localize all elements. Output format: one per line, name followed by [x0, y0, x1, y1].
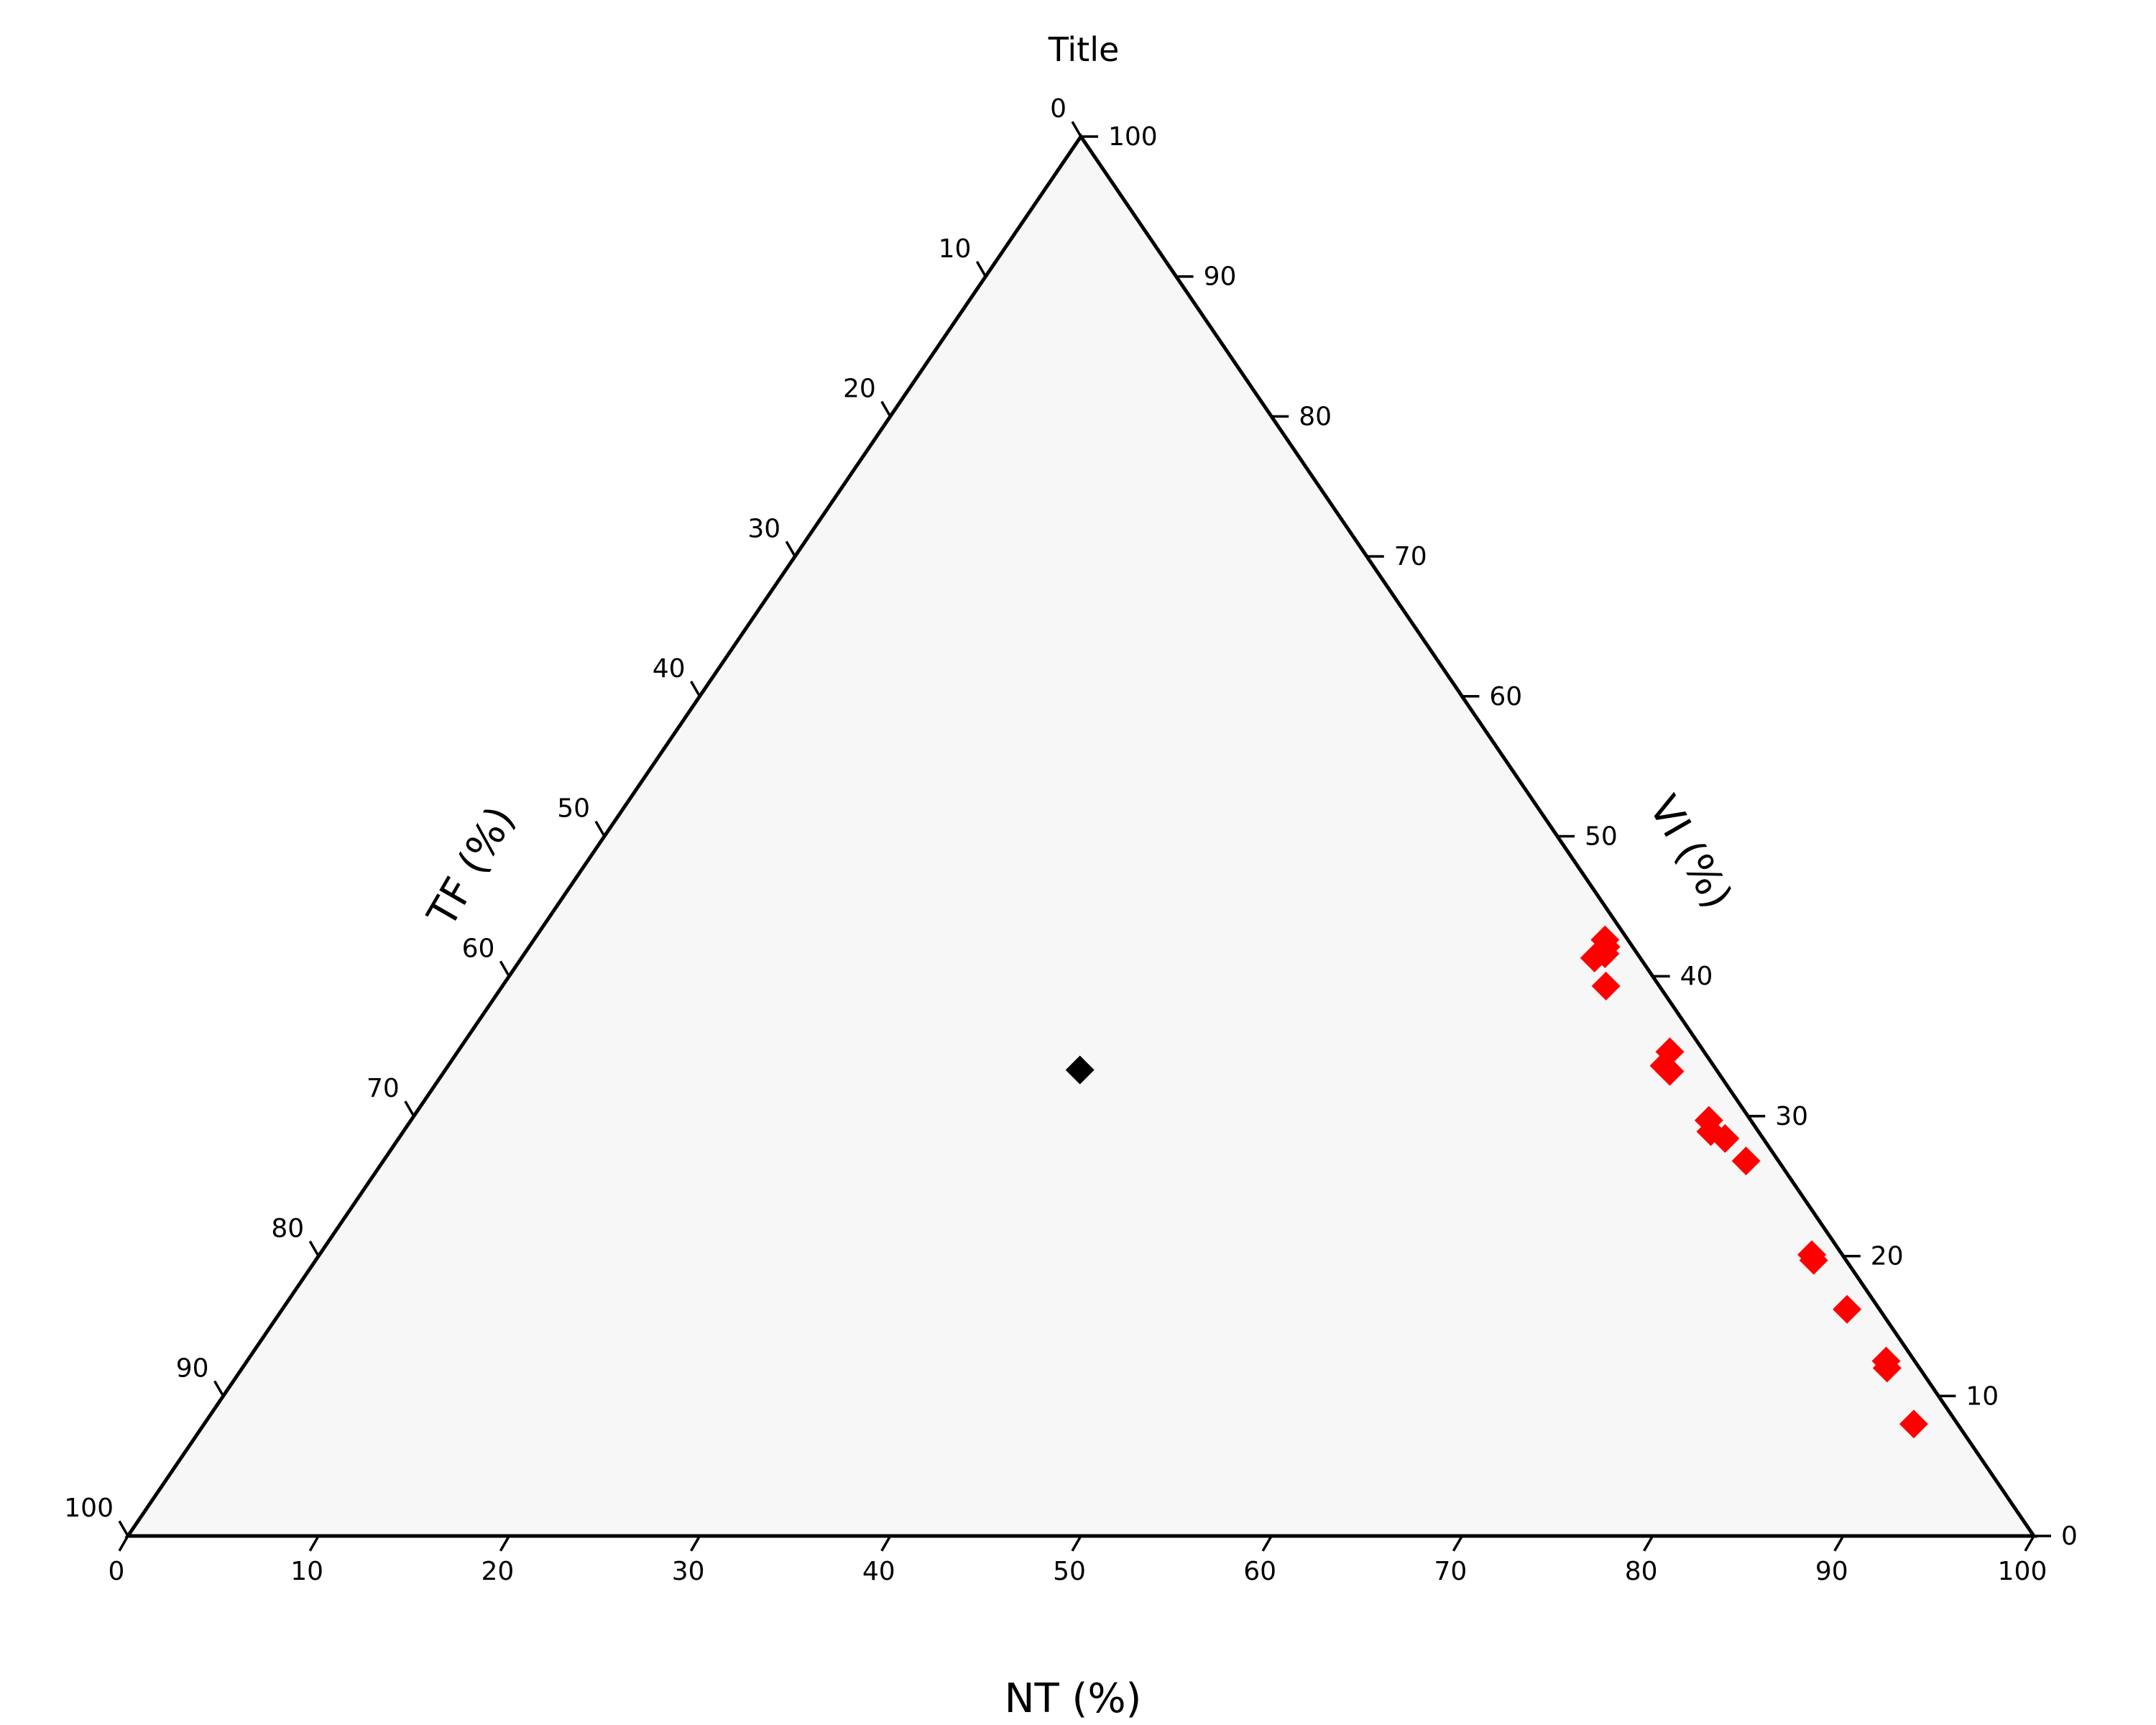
bottom-tick-label-30: 30: [672, 1557, 705, 1586]
right-tick-label-40: 40: [1680, 962, 1713, 991]
bottom-tick-30: [690, 1535, 701, 1552]
right-tick-label-10: 10: [1966, 1381, 1999, 1411]
left-tick-90: [213, 1380, 225, 1397]
tick-marks: [118, 121, 2051, 1552]
data-point-s1-0: [1065, 1055, 1095, 1085]
left-tick-20: [880, 400, 892, 418]
data-point-s0-13: [1799, 1246, 1828, 1275]
left-tick-label-80: 80: [271, 1214, 304, 1243]
left-tick-label-40: 40: [653, 654, 686, 684]
right-tick-label-90: 90: [1204, 262, 1237, 292]
right-tick-label-100: 100: [1108, 122, 1158, 152]
bottom-tick-0: [118, 1535, 129, 1552]
data-point-s0-16: [1872, 1353, 1902, 1383]
right-tick-label-0: 0: [2061, 1522, 2078, 1551]
bottom-axis-title: NT (%): [1005, 1675, 1142, 1722]
data-point-s0-17: [1899, 1409, 1928, 1439]
right-axis-title: VI (%): [1639, 788, 1741, 916]
left-tick-label-30: 30: [747, 514, 780, 543]
right-tick-label-50: 50: [1585, 822, 1618, 852]
data-point-s0-11: [1731, 1146, 1761, 1176]
left-tick-30: [785, 540, 796, 557]
data-points: [1065, 925, 1928, 1439]
bottom-tick-label-80: 80: [1625, 1557, 1658, 1586]
bottom-tick-10: [308, 1535, 320, 1552]
left-tick-10: [975, 261, 987, 277]
right-tick-label-30: 30: [1775, 1102, 1808, 1131]
bottom-tick-70: [1452, 1535, 1463, 1552]
data-point-s0-3: [1590, 939, 1620, 969]
triangle-frame: [124, 133, 2037, 1538]
left-tick-label-100: 100: [64, 1494, 114, 1523]
chart-title: Title: [1048, 30, 1120, 69]
data-point-s0-10: [1710, 1124, 1740, 1154]
left-tick-80: [308, 1240, 320, 1257]
left-tick-label-50: 50: [557, 794, 590, 824]
right-tick-label-60: 60: [1489, 682, 1522, 712]
left-tick-100: [118, 1520, 129, 1537]
left-tick-label-90: 90: [176, 1354, 209, 1384]
left-tick-70: [404, 1100, 415, 1117]
left-axis-title: TF (%): [418, 799, 524, 935]
bottom-tick-label-0: 0: [109, 1557, 125, 1586]
bottom-tick-20: [499, 1535, 510, 1552]
bottom-tick-label-40: 40: [862, 1557, 895, 1586]
bottom-tick-label-100: 100: [1998, 1557, 2047, 1586]
left-tick-40: [690, 681, 701, 697]
bottom-tick-80: [1643, 1535, 1654, 1552]
left-tick-label-20: 20: [843, 374, 876, 404]
bottom-tick-40: [880, 1535, 892, 1552]
data-point-s0-14: [1833, 1294, 1862, 1324]
bottom-tick-label-20: 20: [481, 1557, 514, 1586]
bottom-tick-label-50: 50: [1053, 1557, 1086, 1586]
left-tick-label-10: 10: [939, 234, 972, 264]
data-point-s0-7: [1655, 1057, 1685, 1086]
data-point-s0-4: [1591, 971, 1621, 1000]
bottom-tick-100: [2024, 1535, 2035, 1552]
bottom-tick-50: [1071, 1535, 1082, 1552]
left-tick-label-0: 0: [1050, 94, 1067, 124]
left-tick-50: [594, 820, 606, 837]
left-tick-0: [1071, 121, 1082, 137]
bottom-tick-label-70: 70: [1434, 1557, 1467, 1586]
left-tick-label-70: 70: [367, 1074, 400, 1103]
bottom-tick-label-10: 10: [290, 1557, 323, 1586]
right-tick-label-80: 80: [1299, 402, 1332, 431]
bottom-tick-label-60: 60: [1243, 1557, 1276, 1586]
left-tick-60: [499, 960, 510, 978]
bottom-tick-60: [1261, 1535, 1273, 1552]
bottom-tick-label-90: 90: [1815, 1557, 1848, 1586]
right-tick-label-70: 70: [1394, 542, 1427, 571]
left-tick-label-60: 60: [462, 934, 495, 963]
right-tick-label-20: 20: [1871, 1242, 1904, 1271]
bottom-tick-90: [1833, 1535, 1845, 1552]
